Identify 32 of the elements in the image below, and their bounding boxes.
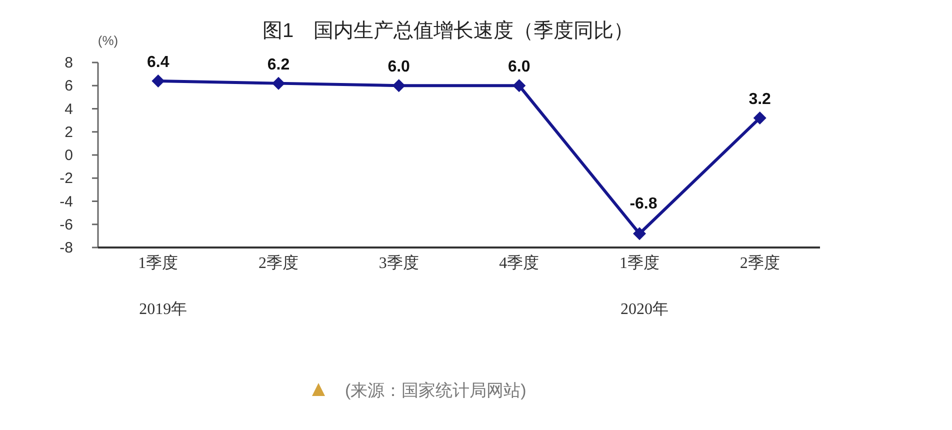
y-axis-title: (%) (98, 33, 118, 48)
x-tick-label: 1季度 (620, 254, 660, 272)
data-label: 6.0 (388, 58, 410, 76)
data-label: 6.0 (508, 58, 530, 76)
y-tick-label: -4 (60, 193, 73, 210)
point (392, 79, 406, 92)
y-tick-label: 2 (64, 124, 73, 141)
y-tick-label: 8 (64, 54, 73, 72)
point (633, 227, 646, 240)
x-tick-label: 1季度 (138, 254, 178, 272)
y-tick-label: -6 (60, 216, 73, 234)
y-tick-label: -8 (60, 240, 73, 256)
y-tick-label: 4 (64, 100, 73, 118)
data-label: -6.8 (630, 196, 658, 213)
point (152, 74, 165, 88)
point (512, 79, 526, 92)
data-label: 3.2 (748, 91, 772, 108)
x-tick-label: 2季度 (740, 254, 780, 272)
text: 2020年 (620, 301, 668, 318)
y-tick-label: -2 (60, 170, 73, 188)
point (272, 76, 285, 90)
x-tick-label: 4季度 (499, 254, 540, 272)
x-tick-label: 3季度 (378, 254, 419, 272)
y-tick-label: 0 (64, 147, 73, 164)
text: 2019年 (139, 301, 188, 318)
data-label: 6.2 (267, 56, 290, 74)
y-tick-label: 6 (64, 78, 73, 95)
text: (来源：国家统计局网站) (345, 381, 526, 400)
data-label: 6.4 (147, 54, 170, 71)
x-tick-label: 2季度 (258, 254, 298, 272)
point (753, 112, 766, 124)
chart-title: 图1 国内生产总值增长速度（季度同比） (262, 20, 634, 42)
